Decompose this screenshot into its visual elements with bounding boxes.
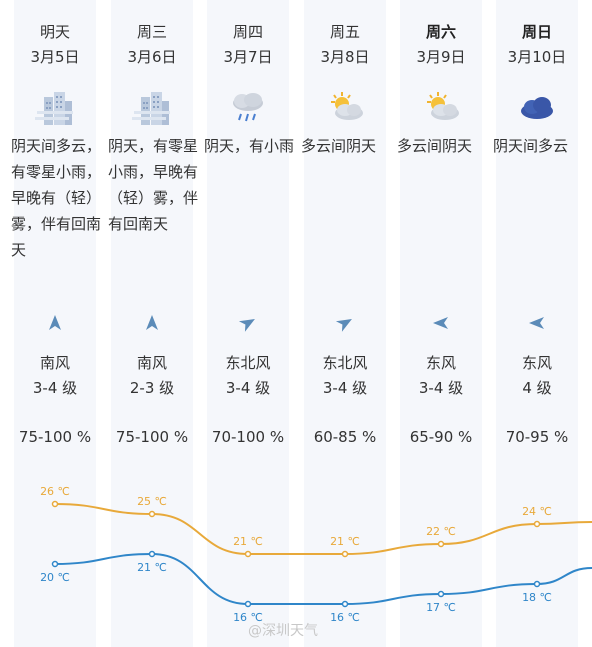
wind-direction: 东风 xyxy=(425,354,456,372)
forecast-day-column: 周三 3月6日阴天，有零星小雨，早晚有（轻）雾，伴有回南天南风 2-3 级 75-10… xyxy=(108,0,198,647)
low-temp-label: 20 ℃ xyxy=(40,571,70,584)
day-date: 3月7日 xyxy=(223,48,273,66)
wind-direction: 南风 xyxy=(39,354,70,372)
overcast-icon xyxy=(496,92,578,126)
day-date: 3月10日 xyxy=(507,48,567,66)
watermark: @深圳天气 xyxy=(248,623,318,639)
high-temp-line xyxy=(54,503,592,556)
low-temp-point xyxy=(533,580,541,588)
day-name: 周四 xyxy=(232,23,263,41)
partly-cloudy-icon xyxy=(400,92,482,126)
east-arrow-icon xyxy=(496,313,578,333)
forecast-day-column: 周六 3月9日多云间阴天东风 3-4 级 65-90 % xyxy=(397,0,482,647)
humidity-range: 75-100 % xyxy=(115,428,189,446)
cloudy-fog-buildings-icon xyxy=(14,92,96,126)
humidity-range: 65-90 % xyxy=(409,428,473,446)
low-temp-label: 16 ℃ xyxy=(330,611,360,624)
northeast-arrow-icon xyxy=(207,313,289,333)
day-name: 周三 xyxy=(136,23,167,41)
day-date: 3月5日 xyxy=(30,48,80,66)
east-arrow-icon xyxy=(400,313,482,333)
high-temp-point xyxy=(244,550,252,558)
low-temp-point xyxy=(437,590,445,598)
wind-level: 4 级 xyxy=(522,379,552,397)
day-name: 明天 xyxy=(39,23,70,41)
weather-description: 阴天，有小雨 xyxy=(204,137,295,155)
high-temp-label: 22 ℃ xyxy=(426,525,456,538)
low-temp-label: 21 ℃ xyxy=(137,561,167,574)
day-date: 3月6日 xyxy=(127,48,177,66)
north-arrow-icon xyxy=(111,313,193,333)
high-temp-point xyxy=(51,500,59,508)
north-arrow-icon xyxy=(14,313,96,333)
day-date: 3月8日 xyxy=(320,48,370,66)
day-date: 3月9日 xyxy=(416,48,466,66)
wind-level: 3-4 级 xyxy=(322,379,368,397)
high-temp-point xyxy=(148,510,156,518)
weather-description: 阴天间多云，有零星小雨，早晚有（轻）雾，伴有回南天 xyxy=(11,137,102,259)
wind-level: 3-4 级 xyxy=(225,379,271,397)
high-temp-point xyxy=(437,540,445,548)
low-temp-line xyxy=(54,552,592,606)
high-temp-label: 24 ℃ xyxy=(522,505,552,518)
low-temp-label: 16 ℃ xyxy=(233,611,263,624)
wind-level: 2-3 级 xyxy=(129,379,175,397)
wind-direction: 南风 xyxy=(136,354,167,372)
wind-direction: 东北风 xyxy=(322,354,368,372)
high-temp-label: 25 ℃ xyxy=(137,495,167,508)
forecast-day-column: 周日 3月10日阴天间多云东风 4 级 70-95 % xyxy=(493,0,578,647)
low-temp-point xyxy=(51,560,59,568)
day-name: 周日 xyxy=(521,23,552,41)
light-rain-icon xyxy=(207,92,289,126)
high-temp-point xyxy=(341,550,349,558)
day-name: 周六 xyxy=(425,23,456,41)
low-temp-point xyxy=(148,550,156,558)
weather-description: 多云间阴天 xyxy=(397,137,473,155)
weather-description: 阴天间多云 xyxy=(493,137,569,155)
forecast-day-column: 明天 3月5日阴天间多云，有零星小雨，早晚有（轻）雾，伴有回南天南风 3-4 级 75… xyxy=(11,0,101,647)
wind-level: 3-4 级 xyxy=(32,379,78,397)
partly-cloudy-icon xyxy=(304,92,386,126)
cloudy-fog-buildings-icon xyxy=(111,92,193,126)
low-temp-label: 17 ℃ xyxy=(426,601,456,614)
high-temp-label: 21 ℃ xyxy=(233,535,263,548)
low-temp-point xyxy=(244,600,252,608)
humidity-range: 75-100 % xyxy=(18,428,92,446)
wind-direction: 东北风 xyxy=(225,354,271,372)
weather-description: 多云间阴天 xyxy=(301,137,377,155)
low-temp-point xyxy=(341,600,349,608)
high-temp-label: 26 ℃ xyxy=(40,485,70,498)
forecast-day-column: 周四 3月7日阴天，有小雨 东北风 3-4 级 70-100 % xyxy=(204,0,294,647)
northeast-arrow-icon xyxy=(304,313,386,333)
weather-description: 阴天，有零星小雨，早晚有（轻）雾，伴有回南天 xyxy=(108,137,199,233)
forecast-day-column: 周五 3月8日多云间阴天东北风 3-4 级 60-85 % xyxy=(301,0,386,647)
humidity-range: 60-85 % xyxy=(313,428,377,446)
high-temp-label: 21 ℃ xyxy=(330,535,360,548)
wind-direction: 东风 xyxy=(521,354,552,372)
low-temp-label: 18 ℃ xyxy=(522,591,552,604)
humidity-range: 70-100 % xyxy=(211,428,285,446)
day-name: 周五 xyxy=(329,23,360,41)
high-temp-point xyxy=(533,520,541,528)
wind-level: 3-4 级 xyxy=(418,379,464,397)
humidity-range: 70-95 % xyxy=(505,428,569,446)
